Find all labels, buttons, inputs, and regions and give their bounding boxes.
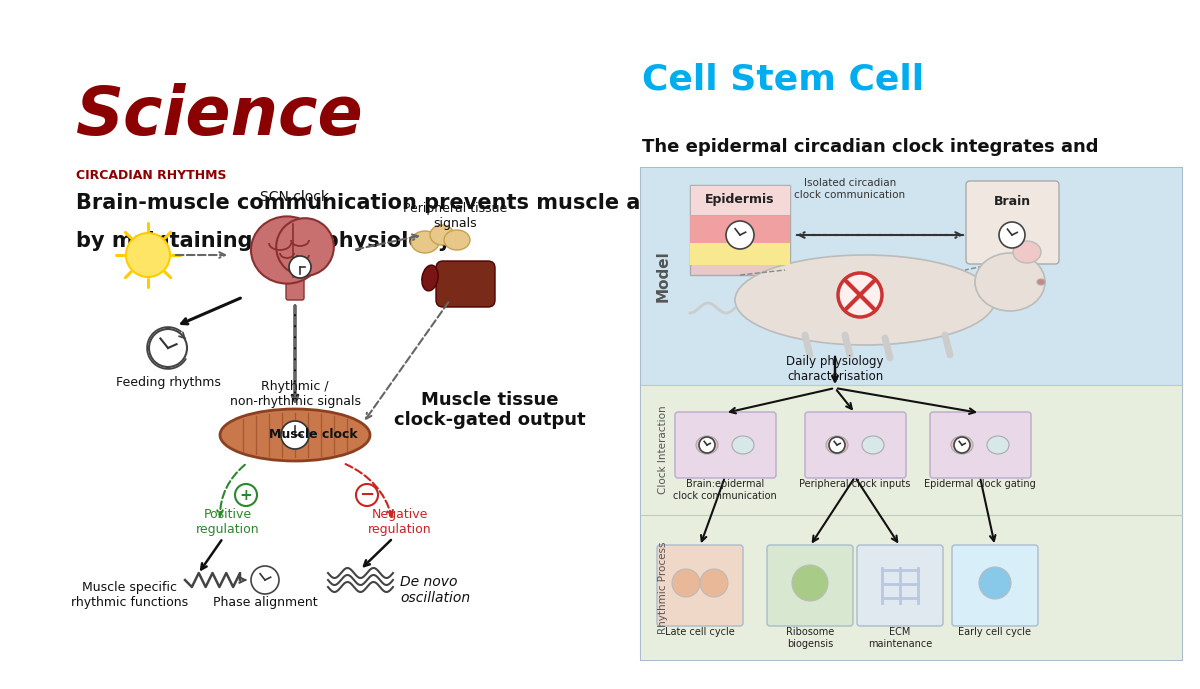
Bar bbox=[641, 168, 1182, 385]
Text: Isolated circadian
clock communication: Isolated circadian clock communication bbox=[794, 178, 906, 200]
Text: Cell Stem Cell: Cell Stem Cell bbox=[642, 62, 924, 96]
Text: Negative
regulation: Negative regulation bbox=[368, 508, 432, 536]
Circle shape bbox=[838, 273, 882, 317]
Text: by maintaining daily physiology: by maintaining daily physiology bbox=[76, 231, 451, 251]
Text: −: − bbox=[360, 486, 374, 504]
Circle shape bbox=[979, 567, 1010, 599]
Text: +: + bbox=[240, 488, 252, 502]
Bar bbox=[641, 168, 1182, 660]
Text: Rhythmic Process: Rhythmic Process bbox=[658, 542, 668, 634]
Text: Brain:epidermal
clock communication: Brain:epidermal clock communication bbox=[673, 479, 776, 501]
FancyBboxPatch shape bbox=[674, 412, 776, 478]
Circle shape bbox=[149, 329, 187, 367]
Text: Clock Interaction: Clock Interaction bbox=[658, 406, 668, 494]
Ellipse shape bbox=[430, 225, 454, 245]
Text: Science: Science bbox=[76, 83, 364, 149]
Circle shape bbox=[235, 484, 257, 506]
Circle shape bbox=[356, 484, 378, 506]
Circle shape bbox=[698, 437, 715, 453]
Ellipse shape bbox=[1037, 279, 1045, 285]
FancyBboxPatch shape bbox=[966, 181, 1060, 264]
Ellipse shape bbox=[952, 436, 973, 454]
FancyBboxPatch shape bbox=[952, 545, 1038, 626]
Ellipse shape bbox=[1013, 241, 1042, 263]
FancyBboxPatch shape bbox=[286, 278, 304, 300]
Text: Daily physiology
characterisation: Daily physiology characterisation bbox=[786, 355, 883, 383]
Text: De novo
oscillation: De novo oscillation bbox=[400, 575, 470, 605]
FancyBboxPatch shape bbox=[857, 545, 943, 626]
Ellipse shape bbox=[276, 218, 334, 276]
Text: The epidermal circadian clock integrates and: The epidermal circadian clock integrates… bbox=[642, 138, 1098, 156]
Ellipse shape bbox=[732, 436, 754, 454]
Ellipse shape bbox=[220, 409, 370, 461]
Circle shape bbox=[954, 437, 970, 453]
FancyBboxPatch shape bbox=[658, 545, 743, 626]
Text: Ribosome
biogensis: Ribosome biogensis bbox=[786, 627, 834, 648]
Circle shape bbox=[829, 437, 845, 453]
Circle shape bbox=[792, 565, 828, 601]
Text: Brain: Brain bbox=[994, 195, 1031, 208]
Text: Late cell cycle: Late cell cycle bbox=[665, 627, 734, 637]
Text: Peripheral tissue
signals: Peripheral tissue signals bbox=[403, 202, 508, 230]
Bar bbox=[690, 215, 790, 243]
Text: Epidermal clock gating: Epidermal clock gating bbox=[924, 479, 1036, 489]
Text: Rhythmic /
non-rhythmic signals: Rhythmic / non-rhythmic signals bbox=[229, 380, 360, 408]
Text: Peripheral clock inputs: Peripheral clock inputs bbox=[799, 479, 911, 489]
Bar bbox=[641, 515, 1182, 660]
Text: homeostasis: homeostasis bbox=[642, 214, 769, 232]
Text: Muscle tissue
clock-gated output: Muscle tissue clock-gated output bbox=[394, 391, 586, 429]
Ellipse shape bbox=[974, 253, 1045, 311]
Ellipse shape bbox=[251, 216, 323, 284]
Text: ECM
maintenance: ECM maintenance bbox=[868, 627, 932, 648]
Circle shape bbox=[700, 569, 728, 597]
Text: SCN clock: SCN clock bbox=[260, 190, 330, 204]
Text: Phase alignment: Phase alignment bbox=[212, 596, 317, 609]
Ellipse shape bbox=[696, 436, 718, 454]
Text: Early cell cycle: Early cell cycle bbox=[959, 627, 1032, 637]
Text: CIRCADIAN RHYTHMS: CIRCADIAN RHYTHMS bbox=[76, 169, 226, 182]
Ellipse shape bbox=[444, 230, 470, 250]
Circle shape bbox=[289, 256, 311, 278]
Text: Muscle clock: Muscle clock bbox=[269, 429, 358, 442]
Ellipse shape bbox=[422, 265, 438, 291]
Circle shape bbox=[998, 222, 1025, 248]
Ellipse shape bbox=[826, 436, 848, 454]
Text: Positive
regulation: Positive regulation bbox=[196, 508, 260, 536]
Text: Brain-muscle communication prevents muscle aging: Brain-muscle communication prevents musc… bbox=[76, 193, 691, 213]
FancyBboxPatch shape bbox=[690, 185, 790, 275]
Text: Model: Model bbox=[655, 251, 671, 302]
FancyBboxPatch shape bbox=[805, 412, 906, 478]
Text: subverts brain signals to guarantee skin: subverts brain signals to guarantee skin bbox=[642, 176, 1052, 194]
Bar bbox=[641, 385, 1182, 515]
Circle shape bbox=[726, 221, 754, 249]
Text: Epidermis: Epidermis bbox=[706, 193, 775, 206]
Ellipse shape bbox=[734, 255, 995, 345]
FancyBboxPatch shape bbox=[930, 412, 1031, 478]
Circle shape bbox=[672, 569, 700, 597]
Bar bbox=[690, 185, 790, 215]
Text: Feeding rhythms: Feeding rhythms bbox=[115, 376, 221, 389]
Circle shape bbox=[126, 233, 170, 277]
Circle shape bbox=[251, 566, 278, 594]
Circle shape bbox=[281, 421, 310, 449]
Ellipse shape bbox=[862, 436, 884, 454]
FancyBboxPatch shape bbox=[436, 261, 496, 307]
Bar bbox=[690, 243, 790, 265]
Text: Muscle specific
rhythmic functions: Muscle specific rhythmic functions bbox=[72, 581, 188, 609]
Ellipse shape bbox=[986, 436, 1009, 454]
FancyBboxPatch shape bbox=[767, 545, 853, 626]
Ellipse shape bbox=[410, 231, 439, 253]
